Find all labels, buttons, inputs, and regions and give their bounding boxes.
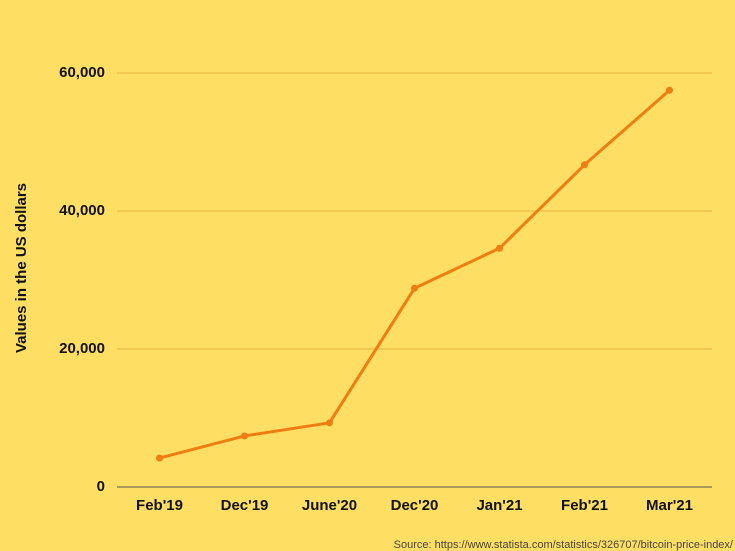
y-tick-label: 60,000: [59, 64, 105, 81]
point: [411, 284, 418, 292]
point: [496, 244, 503, 252]
source-note: Source: https://www.statista.com/statist…: [394, 539, 734, 551]
point: [241, 432, 248, 440]
y-axis-label: Values in the US dollars: [13, 183, 30, 353]
x-tick-label: Jan'21: [476, 497, 522, 514]
point: [581, 161, 588, 169]
y-tick-label: 0: [97, 478, 105, 495]
y-tick-label: 40,000: [59, 202, 105, 219]
x-tick-label: Dec'19: [221, 497, 269, 514]
x-tick-label: Dec'20: [391, 497, 439, 514]
point: [666, 86, 673, 94]
point: [326, 419, 333, 427]
x-tick-label: Feb'19: [136, 497, 183, 514]
y-tick-label: 20,000: [59, 340, 105, 357]
x-tick-label: June'20: [302, 497, 357, 514]
x-tick-label: Feb'21: [561, 497, 608, 514]
point: [156, 454, 163, 462]
x-tick-label: Mar'21: [646, 497, 693, 514]
